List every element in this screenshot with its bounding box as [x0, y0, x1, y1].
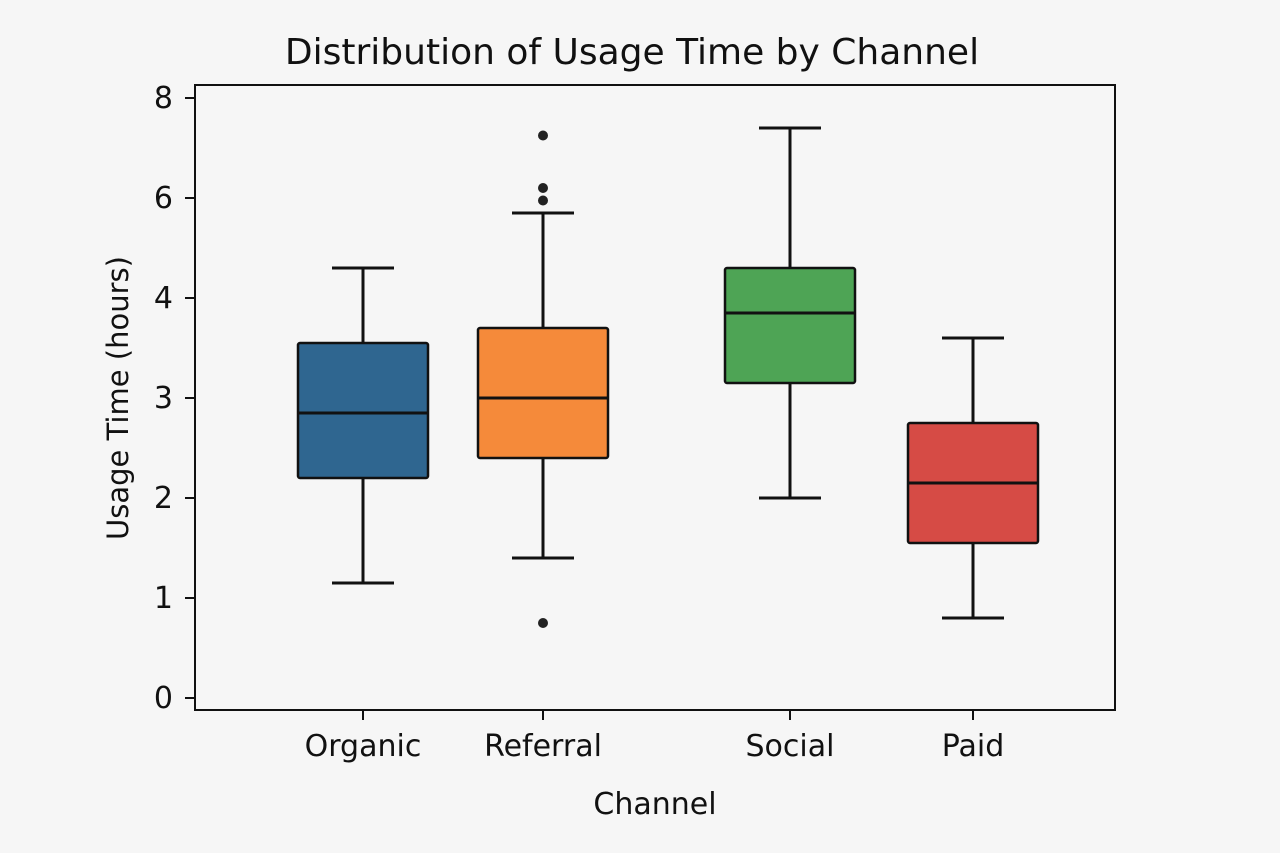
outlier-point	[538, 618, 548, 628]
y-tick-label: 4	[154, 281, 173, 316]
x-tick-label: Organic	[305, 729, 422, 764]
x-tick-label: Referral	[484, 729, 602, 764]
chart-title: Distribution of Usage Time by Channel	[285, 32, 979, 73]
y-tick-label: 2	[154, 481, 173, 516]
box-organic	[296, 341, 430, 480]
box-referral	[476, 326, 610, 460]
outlier-point	[538, 130, 548, 141]
outlier-point	[538, 195, 548, 206]
y-axis-label: Usage Time (hours)	[101, 256, 135, 540]
y-tick-label: 3	[154, 381, 173, 416]
x-tick-label: Social	[746, 729, 835, 764]
plot-area: 0 1 2 3 4 6 8 Organic Referral Social Paid	[154, 81, 1116, 764]
box-social	[723, 266, 857, 385]
x-tick-label: Paid	[942, 729, 1005, 764]
y-tick-label: 1	[154, 581, 173, 616]
y-tick-label: 0	[154, 681, 173, 716]
x-axis-label: Channel	[593, 787, 716, 822]
y-tick-label: 6	[154, 181, 173, 216]
y-tick-label: 8	[154, 81, 173, 116]
outlier-point	[538, 183, 548, 193]
